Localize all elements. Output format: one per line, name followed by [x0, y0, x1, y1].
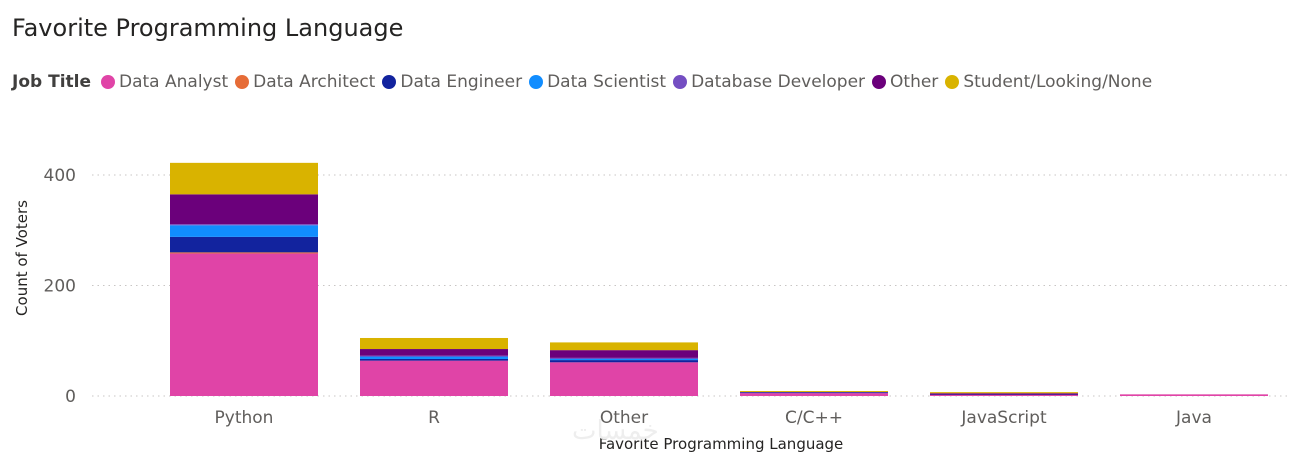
bar-segment[interactable]	[360, 356, 508, 359]
legend-item[interactable]: Student/Looking/None	[945, 72, 1152, 92]
legend-label: Database Developer	[691, 72, 866, 92]
y-tick-labels: 0 200 400	[44, 166, 76, 407]
bar-segment[interactable]	[550, 358, 698, 361]
x-tick-label: Python	[215, 408, 274, 428]
bar-segment[interactable]	[360, 360, 508, 396]
bar-segment[interactable]	[550, 350, 698, 358]
bar-segment[interactable]	[360, 355, 508, 357]
legend-label: Other	[890, 72, 939, 92]
bar-segment[interactable]	[550, 357, 698, 359]
legend-marker	[382, 75, 397, 89]
bar-segment[interactable]	[170, 194, 318, 225]
bar-segment[interactable]	[360, 337, 508, 350]
x-axis-title: Favorite Programming Language	[599, 435, 844, 453]
y-tick-label: 400	[44, 166, 76, 186]
legend-item[interactable]: Database Developer	[673, 72, 865, 92]
bar-segment[interactable]	[360, 358, 508, 361]
bar-segment[interactable]	[1120, 394, 1268, 396]
bar-segment[interactable]	[930, 392, 1078, 394]
legend-label: Data Architect	[253, 72, 376, 92]
chart-title: Favorite Programming Language	[12, 14, 404, 42]
legend-label: Student/Looking/None	[963, 72, 1153, 92]
legend-item[interactable]: Data Engineer	[382, 72, 522, 92]
legend-item[interactable]: Data Scientist	[529, 72, 666, 92]
x-tick-label: JavaScript	[960, 408, 1047, 428]
x-tick-label: Other	[600, 408, 648, 428]
bar-segment[interactable]	[740, 391, 888, 393]
legend-items: Data Analyst Data Architect Data Engineer D…	[101, 72, 1159, 92]
bar-segment[interactable]	[170, 252, 318, 254]
x-tick-label: R	[428, 408, 440, 428]
legend-label: Data Engineer	[400, 72, 523, 92]
legend-item[interactable]: Data Architect	[235, 72, 375, 92]
bar-segment[interactable]	[170, 253, 318, 396]
legend-title: Job Title	[12, 72, 91, 92]
legend-item[interactable]: Data Analyst	[101, 72, 228, 92]
x-tick-label: C/C++	[785, 408, 843, 428]
bars	[170, 162, 1268, 396]
legend-item[interactable]: Other	[872, 72, 938, 92]
y-axis-title: Count of Voters	[13, 200, 31, 316]
bar-segment[interactable]	[930, 393, 1078, 395]
bar-segment[interactable]	[550, 342, 698, 351]
legend-marker	[529, 75, 544, 89]
legend-marker	[101, 75, 115, 89]
bar-segment[interactable]	[170, 224, 318, 226]
bar-segment[interactable]	[170, 236, 318, 253]
bar-segment[interactable]	[740, 391, 888, 393]
y-tick-label: 200	[44, 277, 76, 297]
bar-segment[interactable]	[550, 362, 698, 396]
legend-marker	[673, 75, 688, 89]
bar-segment[interactable]	[930, 393, 1078, 395]
bar-segment[interactable]	[930, 394, 1078, 396]
bar-segment[interactable]	[740, 392, 888, 394]
legend-label: Data Scientist	[547, 72, 667, 92]
bar-segment[interactable]	[550, 360, 698, 363]
y-tick-label: 0	[65, 387, 76, 407]
bar-segment[interactable]	[740, 392, 888, 396]
x-tick-label: Java	[1175, 408, 1212, 428]
legend-marker	[945, 75, 960, 89]
bar-segment[interactable]	[170, 162, 318, 195]
bar-segment[interactable]	[360, 349, 508, 356]
legend: Job Title Data Analyst Data Architect Data…	[12, 70, 1159, 94]
bar-segment[interactable]	[170, 225, 318, 237]
legend-marker	[872, 75, 887, 89]
x-tick-labels: Python R Other C/C++ JavaScript Java	[215, 408, 1212, 428]
legend-label: Data Analyst	[119, 72, 229, 92]
legend-marker	[235, 75, 250, 89]
